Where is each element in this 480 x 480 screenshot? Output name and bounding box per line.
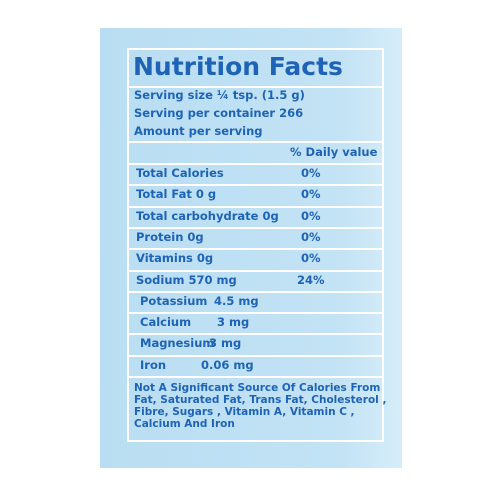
serving-line: Amount per serving	[134, 124, 263, 138]
separator	[127, 86, 382, 88]
mineral-name: Iron	[140, 357, 167, 372]
daily-header: % Daily value	[290, 145, 378, 159]
footnote-line: Calcium And Iron	[134, 418, 235, 430]
mineral-name: Calcium	[140, 315, 192, 330]
daily-value: 24%	[297, 272, 325, 287]
nutrient-name: Total Calories	[136, 166, 224, 180]
mineral-name: Potassium	[140, 293, 208, 308]
mineral-amount: 3 mg	[209, 336, 242, 351]
daily-value: 0%	[301, 166, 321, 180]
separator	[127, 269, 382, 272]
separator	[127, 312, 382, 315]
footnote-line: Fibre, Sugars , Vitamin A, Vitamin C ,	[134, 406, 355, 418]
nutrient-name: Vitamins 0g	[136, 251, 214, 266]
separator	[127, 248, 382, 251]
separator	[127, 141, 382, 143]
mineral-amount: 0.06 mg	[201, 357, 254, 372]
title: Nutrition Facts	[133, 52, 343, 81]
separator	[127, 376, 382, 378]
daily-value: 0%	[301, 229, 321, 244]
nutrient-name: Protein 0g	[136, 229, 204, 244]
separator	[127, 163, 382, 165]
label-background	[100, 28, 402, 468]
daily-value: 0%	[301, 187, 321, 202]
nutrient-name: Total Fat 0 g	[136, 187, 217, 202]
separator	[127, 290, 382, 293]
footnote-line: Fat, Saturated Fat, Trans Fat, Cholester…	[134, 394, 387, 406]
daily-value: 0%	[301, 251, 321, 266]
mineral-name: Magnesium	[140, 336, 215, 351]
mineral-amount: 4.5 mg	[214, 293, 259, 308]
separator	[127, 184, 382, 187]
serving-line: Serving size ¼ tsp. (1.5 g)	[134, 88, 305, 102]
daily-value: 0%	[301, 208, 321, 223]
separator	[127, 333, 382, 336]
serving-line: Serving per container 266	[134, 106, 304, 120]
mineral-amount: 3 mg	[217, 315, 250, 330]
separator	[127, 205, 382, 208]
separator	[127, 226, 382, 229]
separator	[127, 354, 382, 357]
nutrient-name: Sodium 570 mg	[136, 272, 237, 287]
nutrient-name: Total carbohydrate 0g	[136, 208, 279, 223]
footnote-line: Not A Significant Source Of Calories Fro…	[134, 382, 381, 394]
label-border	[127, 48, 384, 442]
